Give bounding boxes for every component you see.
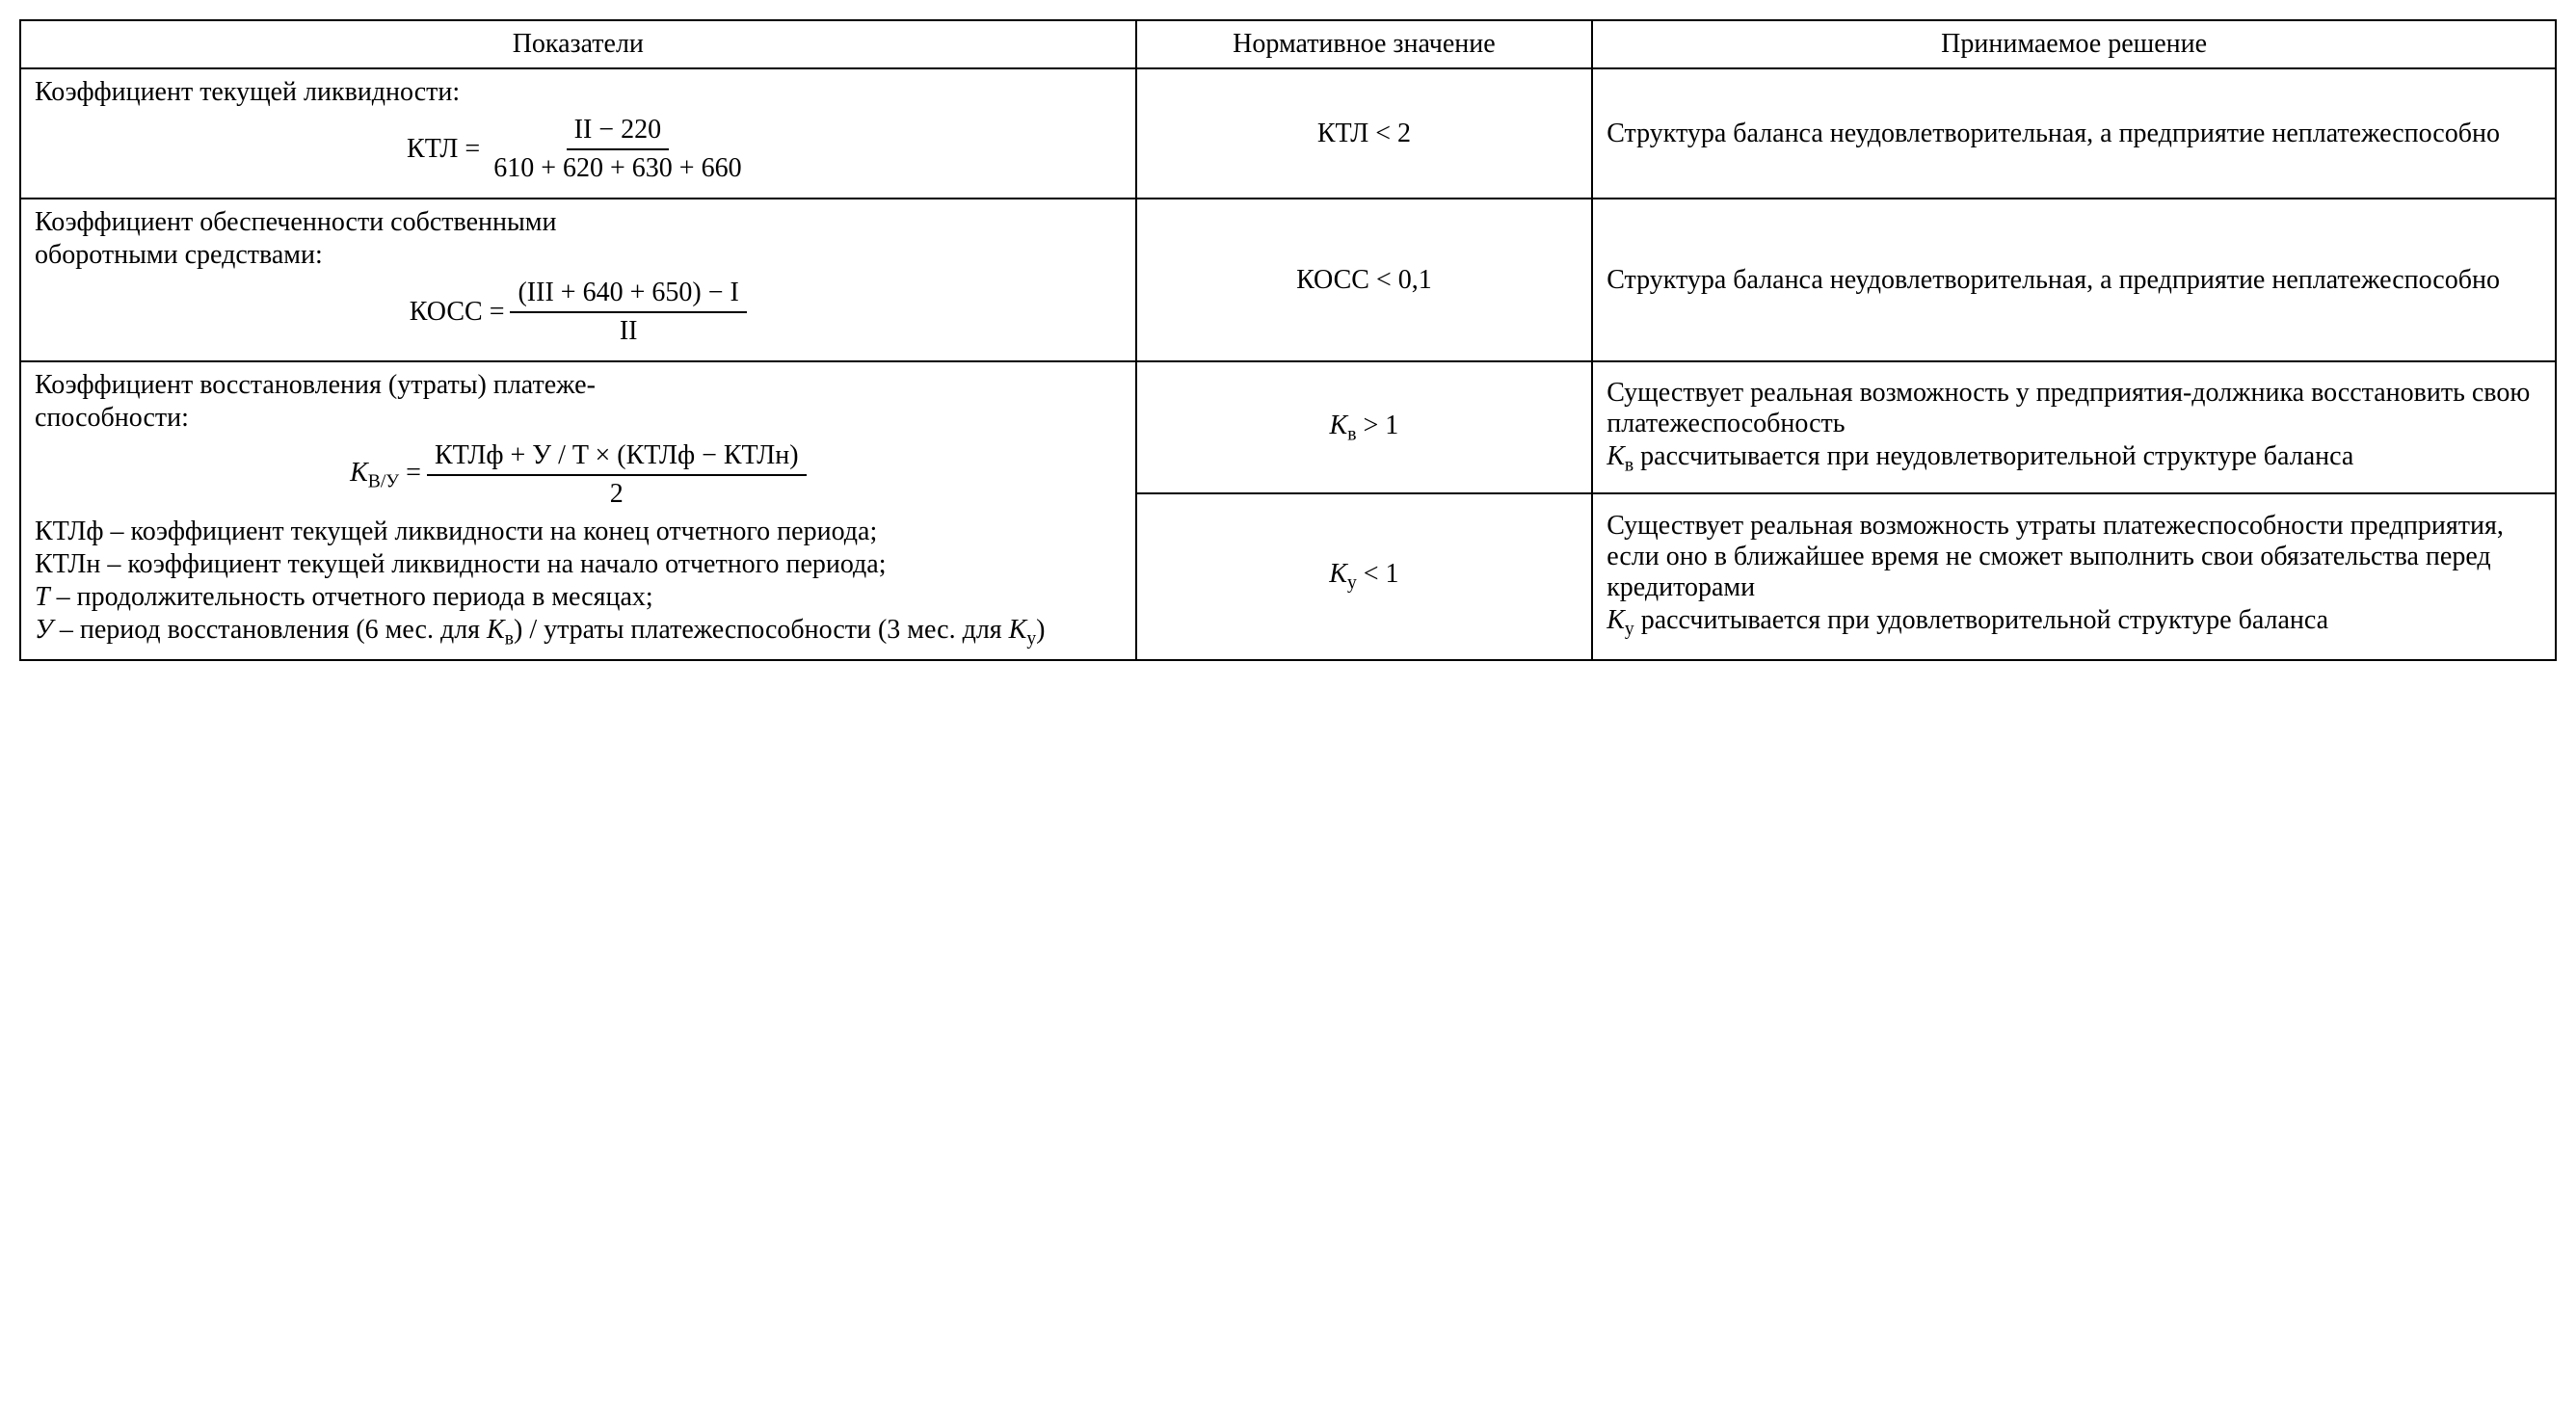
header-decision: Принимаемое решение	[1592, 20, 2556, 68]
header-indicators: Показатели	[20, 20, 1136, 68]
indicator-cell: Коэффициент восстановления (утраты) плат…	[20, 361, 1136, 660]
norm-cell: Kв > 1	[1136, 361, 1593, 493]
denominator: 610 + 620 + 630 + 660	[486, 150, 749, 185]
fraction: КТЛф + У / T × (КТЛф − КТЛн) 2	[427, 439, 807, 510]
row3-title1: Коэффициент восстановления (утраты) плат…	[35, 370, 1122, 401]
formula-lhs: КОСС =	[410, 297, 505, 328]
var: K	[1330, 411, 1348, 440]
indicators-table: Показатели Нормативное значение Принимае…	[19, 19, 2557, 661]
decision-cell: Структура баланса неудовлетворительная, …	[1592, 199, 2556, 361]
row2-formula: КОСС = (III + 640 + 650) − I II	[35, 277, 1122, 347]
indicator-cell: Коэффициент обеспеченности собственными …	[20, 199, 1136, 361]
numerator: КТЛф + У / T × (КТЛф − КТЛн)	[427, 439, 807, 476]
decision-text: Kв рассчитывается при неудовлетворительн…	[1607, 441, 2541, 477]
rest: < 1	[1357, 559, 1399, 589]
legend-line: КТЛн – коэффициент текущей ликвидности н…	[35, 549, 1122, 580]
sub: в	[1625, 455, 1633, 475]
indicator-cell: Коэффициент текущей ликвидности: КТЛ = I…	[20, 68, 1136, 199]
header-norm: Нормативное значение	[1136, 20, 1593, 68]
header-row: Показатели Нормативное значение Принимае…	[20, 20, 2556, 68]
fraction: II − 220 610 + 620 + 630 + 660	[486, 114, 749, 184]
decision-cell: Существует реальная возможность у предпр…	[1592, 361, 2556, 493]
decision-cell: Структура баланса неудовлетворительная, …	[1592, 68, 2556, 199]
denominator: II	[612, 313, 646, 348]
numerator: II − 220	[567, 114, 669, 150]
rest: > 1	[1356, 411, 1398, 440]
rest: рассчитывается при неудовлетворительной …	[1633, 441, 2353, 471]
norm-cell: КОСС < 0,1	[1136, 199, 1593, 361]
numerator: (III + 640 + 650) − I	[510, 277, 746, 313]
var: K	[350, 458, 368, 488]
formula-lhs: KВ/У =	[350, 458, 421, 493]
var: K	[1329, 559, 1347, 589]
row1-formula: КТЛ = II − 220 610 + 620 + 630 + 660	[35, 114, 1122, 184]
legend-line: КТЛф – коэффициент текущей ликвидности н…	[35, 517, 1122, 547]
decision-text: Существует реальная возможность у предпр…	[1607, 378, 2541, 439]
decision-cell: Существует реальная возможность утраты п…	[1592, 493, 2556, 660]
norm-cell: КТЛ < 2	[1136, 68, 1593, 199]
table-row: Коэффициент восстановления (утраты) плат…	[20, 361, 2556, 493]
var: K	[1607, 441, 1625, 471]
norm-cell: Kу < 1	[1136, 493, 1593, 660]
sub: В/У	[368, 471, 399, 491]
sub: у	[1347, 573, 1357, 594]
row3-formula: KВ/У = КТЛф + У / T × (КТЛф − КТЛн) 2	[35, 439, 1122, 510]
var: K	[1607, 605, 1625, 635]
table-row: Коэффициент обеспеченности собственными …	[20, 199, 2556, 361]
eq: =	[399, 458, 421, 488]
table-row: Коэффициент текущей ликвидности: КТЛ = I…	[20, 68, 2556, 199]
formula-lhs: КТЛ =	[407, 134, 480, 165]
row2-title1: Коэффициент обеспеченности собственными	[35, 207, 1122, 238]
fraction: (III + 640 + 650) − I II	[510, 277, 746, 347]
rest: рассчитывается при удовлетворительной ст…	[1634, 605, 2328, 635]
denominator: 2	[602, 476, 631, 511]
row3-title2: способности:	[35, 403, 1122, 434]
legend-line: T – продолжительность отчетного периода …	[35, 582, 1122, 613]
decision-text: Существует реальная возможность утраты п…	[1607, 511, 2541, 603]
sub: у	[1625, 620, 1634, 640]
row2-title2: оборотными средствами:	[35, 240, 1122, 271]
decision-text: Kу рассчитывается при удовлетворительной…	[1607, 605, 2541, 641]
legend-line: У – период восстановления (6 мес. для Kв…	[35, 615, 1122, 650]
row1-title: Коэффициент текущей ликвидности:	[35, 77, 1122, 108]
